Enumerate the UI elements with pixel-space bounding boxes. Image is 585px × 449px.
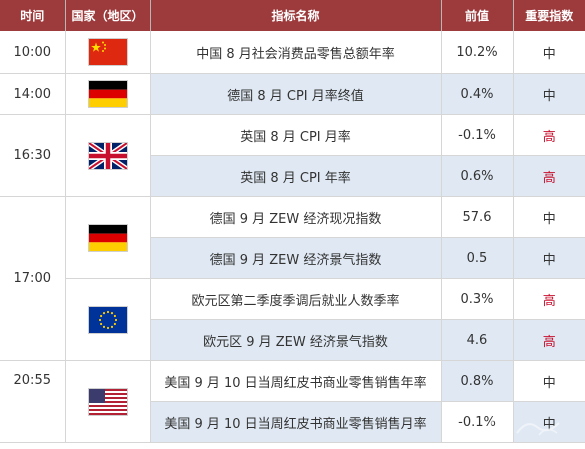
table-row: 14:00 德国 8 月 CPI 月率终值 0.4% 中 xyxy=(0,73,585,115)
importance-label: 高 xyxy=(542,129,556,145)
importance-cell: 中 xyxy=(513,401,585,443)
table-row: 德国 9 月 ZEW 经济景气指数 0.5 中 xyxy=(0,237,585,279)
country-cell xyxy=(65,73,151,115)
importance-cell: 高 xyxy=(513,155,585,197)
table-row: 10:00 中国 8 月社会消费品零售总额年率 10.2% 中 xyxy=(0,31,585,74)
indicator-cell: 德国 9 月 ZEW 经济景气指数 xyxy=(150,237,442,279)
indicator-cell: 美国 9 月 10 日当周红皮书商业零售销售年率 xyxy=(150,360,442,402)
importance-label: 高 xyxy=(542,334,556,350)
indicator-cell: 英国 8 月 CPI 年率 xyxy=(150,155,442,197)
table-row: 英国 8 月 CPI 年率 0.6% 高 xyxy=(0,155,585,197)
header-time: 时间 xyxy=(0,0,66,31)
importance-label: 中 xyxy=(542,211,556,227)
importance-cell: 中 xyxy=(513,31,585,74)
table-row: 欧元区第二季度季调后就业人数季率 0.3% 高 xyxy=(0,278,585,361)
country-cell xyxy=(65,196,151,279)
header-country: 国家（地区） xyxy=(65,0,151,31)
previous-value-cell: 10.2% xyxy=(441,31,514,74)
table-row: 20:55 xyxy=(0,360,585,443)
importance-label: 高 xyxy=(542,170,556,186)
country-cell xyxy=(65,114,151,197)
previous-value-cell: -0.1% xyxy=(441,401,514,443)
country-cell xyxy=(65,278,151,361)
importance-cell: 中 xyxy=(513,196,585,238)
indicator-cell: 欧元区第二季度季调后就业人数季率 xyxy=(150,278,442,320)
previous-value-cell: 0.8% xyxy=(441,360,514,402)
usa-flag-icon xyxy=(87,387,128,416)
importance-cell: 中 xyxy=(513,360,585,402)
table-row: 16:30 英国 8 月 CPI 月率 -0.1% 高 xyxy=(0,114,585,197)
importance-cell: 高 xyxy=(513,278,585,320)
time-cell: 17:00 xyxy=(0,196,66,361)
previous-value-cell: 0.3% xyxy=(441,278,514,320)
importance-label: 中 xyxy=(542,46,556,62)
importance-label: 中 xyxy=(542,375,556,391)
indicator-cell: 中国 8 月社会消费品零售总额年率 xyxy=(150,31,442,74)
time-cell: 16:30 xyxy=(0,114,66,197)
importance-label: 中 xyxy=(542,252,556,268)
importance-cell: 高 xyxy=(513,319,585,361)
table-row: 美国 9 月 10 日当周红皮书商业零售销售月率 -0.1% 中 xyxy=(0,401,585,443)
previous-value-cell: 0.5 xyxy=(441,237,514,279)
indicator-cell: 德国 8 月 CPI 月率终值 xyxy=(150,73,442,115)
importance-cell: 中 xyxy=(513,237,585,279)
importance-cell: 高 xyxy=(513,114,585,156)
indicator-cell: 英国 8 月 CPI 月率 xyxy=(150,114,442,156)
country-cell xyxy=(65,360,151,443)
previous-value-cell: 4.6 xyxy=(441,319,514,361)
indicator-cell: 美国 9 月 10 日当周红皮书商业零售销售月率 xyxy=(150,401,442,443)
previous-value-cell: 57.6 xyxy=(441,196,514,238)
china-flag-icon xyxy=(87,38,128,66)
header-indicator: 指标名称 xyxy=(150,0,442,31)
indicator-cell: 德国 9 月 ZEW 经济现况指数 xyxy=(150,196,442,238)
eu-flag-icon xyxy=(87,305,128,334)
importance-label: 中 xyxy=(542,88,556,104)
germany-flag-icon xyxy=(87,80,128,108)
time-cell: 20:55 xyxy=(0,360,66,443)
table-row: 17:00 德国 9 月 ZEW 经济现况指数 57.6 中 xyxy=(0,196,585,361)
germany-flag-icon xyxy=(87,223,128,252)
watermark-logo-icon xyxy=(489,416,560,440)
table-header-row: 时间 国家（地区） 指标名称 前值 重要指数 xyxy=(0,0,585,31)
table-row: 欧元区 9 月 ZEW 经济景气指数 4.6 高 xyxy=(0,319,585,361)
importance-cell: 中 xyxy=(513,73,585,115)
header-importance: 重要指数 xyxy=(513,0,585,31)
time-cell: 14:00 xyxy=(0,73,66,115)
previous-value-cell: 0.4% xyxy=(441,73,514,115)
importance-label: 高 xyxy=(542,293,556,309)
uk-flag-icon xyxy=(87,141,128,170)
header-previous: 前值 xyxy=(441,0,514,31)
previous-value-cell: 0.6% xyxy=(441,155,514,197)
previous-value-cell: -0.1% xyxy=(441,114,514,156)
country-cell xyxy=(65,31,151,74)
indicator-cell: 欧元区 9 月 ZEW 经济景气指数 xyxy=(150,319,442,361)
time-cell: 10:00 xyxy=(0,31,66,74)
